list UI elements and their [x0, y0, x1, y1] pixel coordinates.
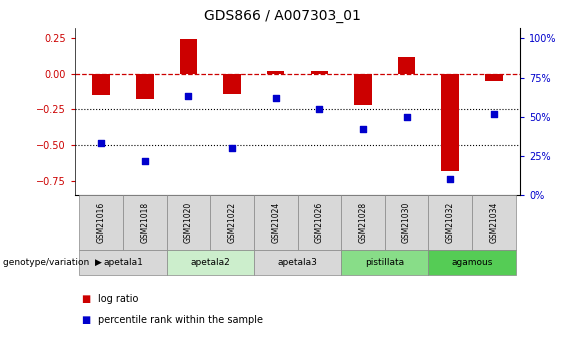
- Point: [402, 114, 411, 119]
- Point: [446, 177, 455, 182]
- Bar: [485, 74, 502, 81]
- Text: GSM21020: GSM21020: [184, 202, 193, 243]
- Point: [228, 145, 237, 151]
- Text: log ratio: log ratio: [98, 294, 138, 304]
- Text: GSM21032: GSM21032: [446, 202, 455, 243]
- Text: GSM21030: GSM21030: [402, 202, 411, 243]
- Text: agamous: agamous: [451, 258, 493, 267]
- Text: GSM21018: GSM21018: [140, 202, 149, 243]
- Text: apetala3: apetala3: [277, 258, 318, 267]
- Text: pistillata: pistillata: [365, 258, 405, 267]
- Text: GSM21024: GSM21024: [271, 202, 280, 243]
- Bar: [93, 74, 110, 95]
- Bar: [354, 74, 372, 105]
- Text: ■: ■: [81, 315, 90, 325]
- Text: GDS866 / A007303_01: GDS866 / A007303_01: [204, 9, 361, 23]
- Text: ■: ■: [81, 294, 90, 304]
- Bar: [398, 57, 415, 74]
- Bar: [441, 74, 459, 171]
- Point: [271, 95, 280, 101]
- Point: [184, 93, 193, 99]
- Text: GSM21022: GSM21022: [228, 202, 237, 243]
- Text: apetala2: apetala2: [190, 258, 230, 267]
- Bar: [223, 74, 241, 93]
- Text: GSM21028: GSM21028: [358, 202, 367, 243]
- Point: [489, 111, 498, 116]
- Bar: [311, 71, 328, 74]
- Text: percentile rank within the sample: percentile rank within the sample: [98, 315, 263, 325]
- Bar: [136, 74, 154, 99]
- Point: [97, 140, 106, 146]
- Point: [358, 127, 367, 132]
- Text: GSM21016: GSM21016: [97, 202, 106, 243]
- Text: GSM21034: GSM21034: [489, 202, 498, 243]
- Bar: [267, 71, 284, 74]
- Bar: [180, 39, 197, 74]
- Text: GSM21026: GSM21026: [315, 202, 324, 243]
- Text: genotype/variation  ▶: genotype/variation ▶: [3, 258, 102, 267]
- Text: apetala1: apetala1: [103, 258, 143, 267]
- Point: [140, 158, 149, 163]
- Point: [315, 106, 324, 112]
